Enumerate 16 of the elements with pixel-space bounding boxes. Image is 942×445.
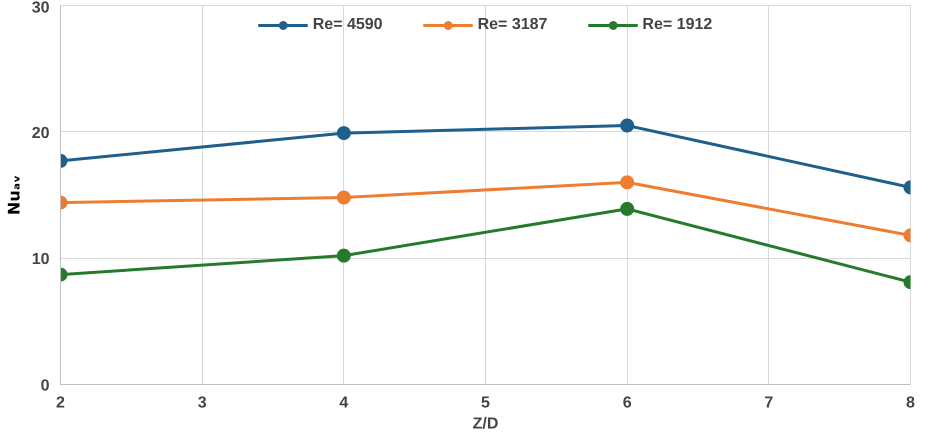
x-tick-label: 3 xyxy=(198,394,207,412)
x-tick-label: 4 xyxy=(339,394,348,412)
legend-label: Re= 1912 xyxy=(642,16,712,34)
x-tick-label: 7 xyxy=(764,394,774,412)
x-tick-label: 5 xyxy=(481,394,490,412)
y-tick-label: 30 xyxy=(32,0,50,16)
legend-label: Re= 4590 xyxy=(312,16,383,34)
x-tick-label: 2 xyxy=(56,394,66,412)
x-tick-label: 8 xyxy=(906,394,916,412)
legend-label: Re= 3187 xyxy=(478,16,548,34)
x-tick-label: 6 xyxy=(622,394,632,412)
y-tick-label: 10 xyxy=(32,251,50,268)
y-tick-label: 0 xyxy=(40,378,50,394)
x-axis-title: Z/D xyxy=(472,416,498,432)
y-tick-label: 20 xyxy=(32,124,50,142)
y-axis-title: Nuₐᵥ xyxy=(4,174,24,216)
